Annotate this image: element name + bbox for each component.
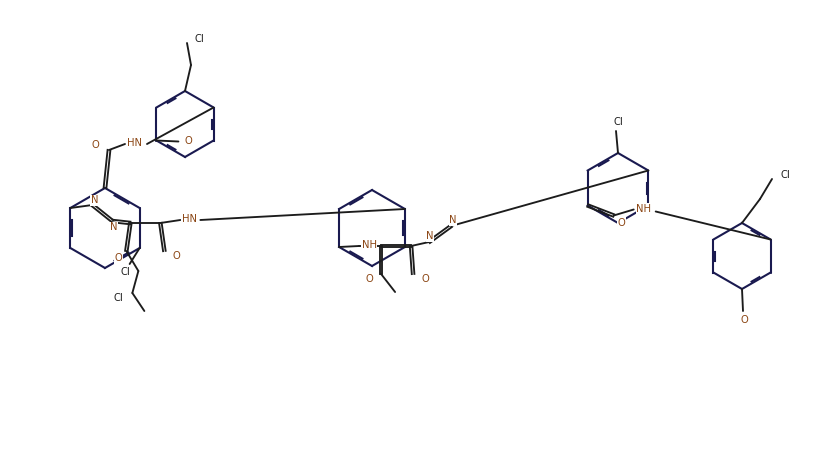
Text: Cl: Cl <box>194 34 204 44</box>
Text: O: O <box>364 274 373 284</box>
Text: N: N <box>110 222 117 232</box>
Text: N: N <box>426 231 433 241</box>
Text: HN: HN <box>181 214 196 224</box>
Text: N: N <box>90 195 98 205</box>
Text: O: O <box>115 253 122 263</box>
Text: HN: HN <box>127 138 142 148</box>
Text: NH: NH <box>635 204 650 213</box>
Text: O: O <box>617 218 624 227</box>
Text: NH: NH <box>361 240 376 250</box>
Text: O: O <box>91 140 99 150</box>
Text: Cl: Cl <box>779 170 789 180</box>
Text: Cl: Cl <box>613 117 622 127</box>
Text: O: O <box>184 137 192 146</box>
Text: O: O <box>739 315 747 325</box>
Text: Cl: Cl <box>114 293 123 303</box>
Text: O: O <box>421 274 429 284</box>
Text: O: O <box>172 251 180 261</box>
Text: Cl: Cl <box>120 267 130 277</box>
Text: N: N <box>449 215 456 225</box>
